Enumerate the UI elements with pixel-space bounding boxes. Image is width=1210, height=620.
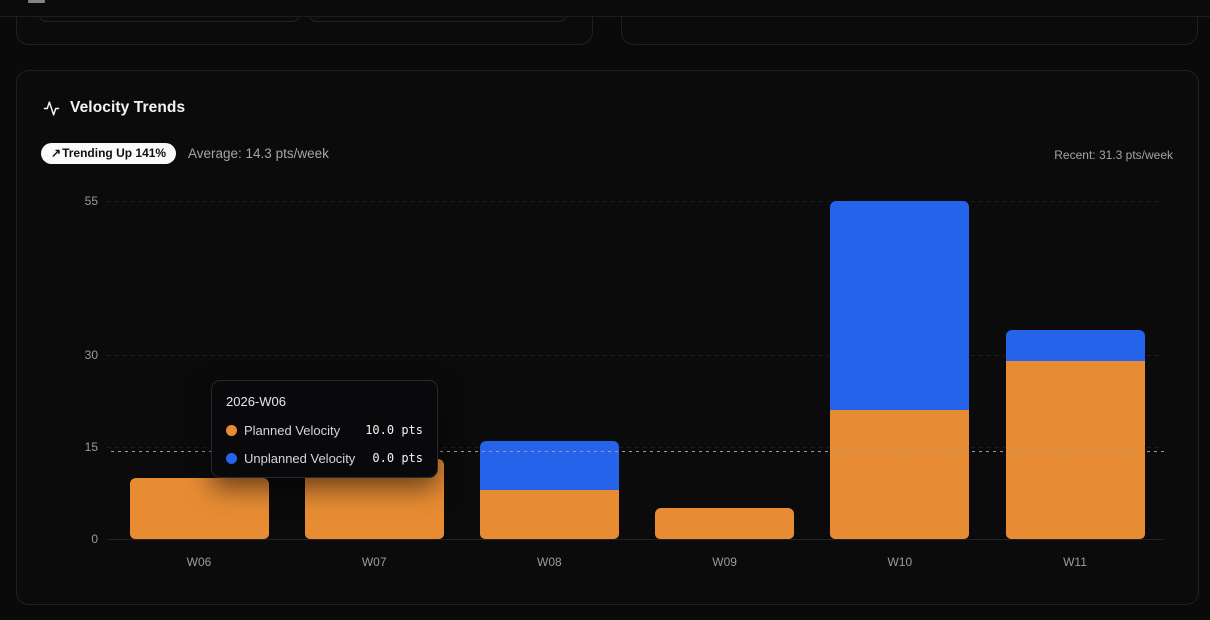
tooltip-row-unplanned: Unplanned Velocity 0.0 pts	[226, 446, 423, 470]
activity-icon	[43, 100, 60, 116]
planned-dot-icon	[226, 424, 237, 436]
x-axis-tick-w09: W09	[712, 555, 737, 569]
unplanned-dot-icon	[226, 452, 237, 464]
tooltip-planned-label: Planned Velocity	[244, 422, 341, 438]
gridline-30	[107, 354, 1164, 356]
trend-badge: ↗ Trending Up 141%	[41, 143, 177, 164]
bar-w08-planned[interactable]	[479, 489, 619, 539]
x-axis-tick-w10: W10	[887, 555, 913, 569]
bar-w10-unplanned[interactable]	[830, 201, 970, 410]
x-axis-tick-w11: W11	[1063, 555, 1087, 569]
recent-stat: Recent: 31.3 pts/week	[1054, 148, 1173, 162]
gridline-0	[107, 539, 1164, 540]
average-reference-line	[111, 451, 1164, 453]
gridline-55	[107, 201, 1164, 202]
tooltip-unplanned-label: Unplanned Velocity	[244, 450, 356, 466]
y-axis-tick-55: 55	[84, 194, 98, 208]
bar-w11-unplanned[interactable]	[1005, 330, 1145, 361]
trend-badge-label: Trending Up 141%	[62, 146, 167, 160]
x-axis-tick-w07: W07	[361, 555, 387, 569]
gridline-15	[107, 446, 1164, 448]
tooltip-unplanned-value: 0.0 pts	[372, 451, 423, 465]
cutoff-toolbar-icon	[28, 0, 45, 3]
tooltip-week-title: 2026-W06	[226, 394, 286, 409]
tooltip-row-planned: Planned Velocity 10.0 pts	[226, 418, 423, 442]
tooltip-planned-value: 10.0 pts	[365, 423, 423, 437]
chart-tooltip: 2026-W06 Planned Velocity 10.0 pts Unpla…	[211, 380, 438, 478]
card-title: Velocity Trends	[70, 99, 186, 116]
x-axis-tick-w08: W08	[537, 555, 562, 569]
x-axis-tick-w06: W06	[186, 555, 212, 569]
card-header: Velocity Trends	[43, 99, 185, 117]
bar-w11-planned[interactable]	[1005, 360, 1145, 539]
trending-up-icon: ↗	[51, 146, 62, 160]
y-axis-tick-15: 15	[84, 439, 98, 454]
bar-w08-unplanned[interactable]	[479, 440, 619, 490]
top-bar	[0, 0, 1210, 17]
average-stat: Average: 14.3 pts/week	[188, 146, 329, 161]
bar-w09-planned[interactable]	[655, 508, 795, 539]
velocity-trends-card: Velocity Trends ↗ Trending Up 141% Avera…	[16, 70, 1199, 605]
bar-w06-planned[interactable]	[129, 477, 269, 539]
bar-w10-planned[interactable]	[830, 409, 970, 539]
y-axis-tick-0: 0	[91, 532, 98, 546]
y-axis-tick-30: 30	[84, 347, 98, 362]
